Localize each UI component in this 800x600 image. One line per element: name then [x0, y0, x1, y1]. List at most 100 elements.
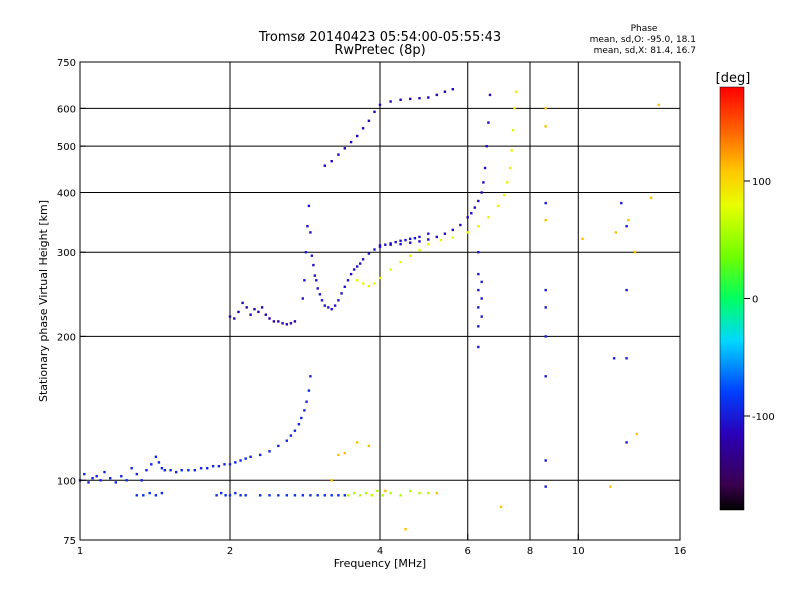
data-point	[480, 297, 483, 300]
data-point	[427, 232, 430, 235]
data-point	[157, 461, 161, 464]
data-point	[418, 248, 421, 252]
data-point	[135, 494, 138, 497]
y-tick-label: 75	[63, 536, 76, 547]
data-point	[443, 232, 447, 235]
data-point	[427, 238, 430, 241]
data-point	[376, 489, 379, 493]
data-point	[95, 475, 98, 478]
data-point	[544, 375, 547, 378]
data-point	[544, 219, 547, 222]
data-point	[307, 389, 311, 392]
data-point	[649, 196, 653, 199]
data-point	[399, 260, 402, 264]
stats-line-x: mean, sd,X: 81.4, 16.7	[594, 46, 696, 56]
data-point	[217, 465, 221, 468]
data-point	[435, 235, 438, 239]
data-point	[373, 110, 376, 113]
data-point	[409, 241, 412, 244]
data-point	[87, 481, 90, 484]
echo-points	[78, 88, 660, 531]
data-point	[389, 268, 392, 271]
data-point	[320, 299, 324, 302]
data-point	[451, 228, 454, 232]
data-point	[511, 129, 515, 132]
data-point	[323, 304, 326, 307]
data-point	[312, 263, 315, 267]
data-point	[427, 242, 430, 246]
data-point	[233, 317, 236, 320]
data-point	[297, 423, 301, 426]
data-point	[223, 463, 226, 466]
data-point	[99, 479, 102, 482]
data-point	[364, 491, 368, 495]
data-point	[480, 280, 483, 284]
data-point	[241, 301, 244, 305]
colorbar-tick-label: -100	[752, 412, 775, 423]
data-point	[427, 491, 430, 495]
data-point	[257, 310, 260, 314]
data-point	[473, 206, 476, 209]
data-point	[289, 434, 293, 437]
data-point	[361, 127, 365, 130]
data-point	[303, 279, 306, 282]
data-point	[160, 491, 164, 495]
data-point	[150, 463, 153, 466]
data-point	[206, 467, 209, 470]
data-point	[378, 276, 382, 280]
stats-title: Phase	[631, 24, 658, 34]
data-point	[635, 432, 638, 436]
data-point	[399, 98, 402, 101]
y-tick-label: 400	[57, 188, 76, 199]
data-point	[503, 193, 506, 197]
data-point	[260, 306, 264, 309]
data-point	[228, 315, 232, 318]
data-point	[499, 505, 503, 508]
data-point	[381, 494, 384, 497]
data-point	[356, 441, 359, 444]
data-point	[239, 459, 242, 462]
data-point	[506, 181, 509, 184]
data-point	[439, 238, 443, 242]
data-point	[470, 212, 473, 215]
data-point	[389, 243, 392, 246]
data-point	[91, 477, 94, 480]
data-point	[301, 494, 304, 497]
data-point	[483, 166, 487, 170]
data-point	[477, 251, 480, 254]
data-point	[409, 254, 412, 257]
data-point	[309, 494, 312, 497]
data-point	[514, 90, 518, 93]
data-point	[340, 292, 343, 295]
data-point	[160, 467, 164, 470]
data-point	[627, 219, 630, 222]
data-point	[306, 225, 309, 228]
data-point	[346, 494, 350, 497]
data-point	[399, 242, 402, 246]
data-point	[300, 416, 303, 420]
data-point	[477, 272, 480, 276]
data-point	[337, 453, 340, 457]
data-point	[145, 469, 148, 472]
data-point	[163, 469, 166, 472]
data-point	[477, 199, 480, 203]
data-point	[303, 409, 306, 412]
data-point	[199, 467, 203, 470]
y-tick-label: 300	[57, 248, 76, 259]
data-point	[404, 238, 407, 242]
data-point	[544, 288, 547, 292]
data-point	[130, 467, 133, 470]
data-point	[337, 299, 340, 302]
data-point	[389, 242, 392, 245]
data-point	[103, 470, 106, 474]
data-point	[378, 244, 382, 247]
data-point	[435, 491, 438, 495]
data-point	[285, 439, 288, 442]
data-point	[264, 313, 267, 316]
data-point	[330, 479, 333, 482]
data-point	[466, 231, 469, 234]
data-point	[612, 357, 616, 360]
data-point	[544, 335, 547, 338]
x-tick-label: 1	[77, 546, 83, 557]
data-point	[625, 441, 628, 444]
